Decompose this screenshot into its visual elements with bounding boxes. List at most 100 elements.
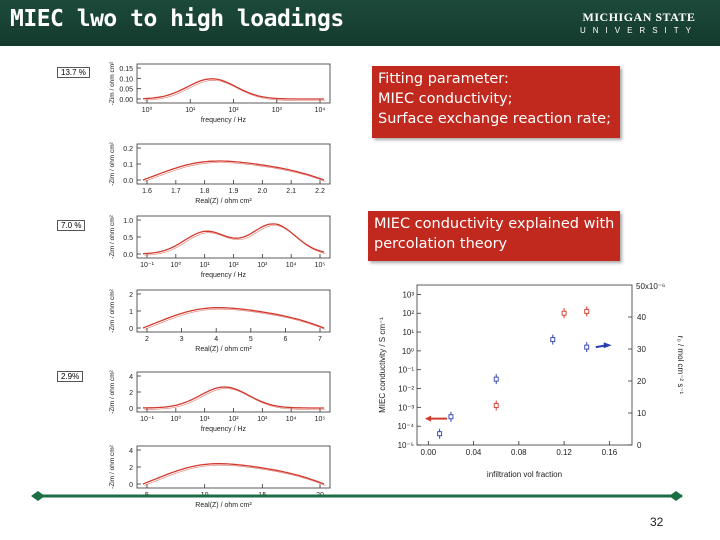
x-tick-label: 10⁻¹ [140,262,154,269]
x-tick-label: 15 [258,492,266,499]
x-axis-label: Real(Z) / ohm cm² [195,198,252,205]
impedance-subplot: 4 2 0 10⁻¹ 10⁰ 10¹ 10² 10³ 10⁴ 10⁵ frequency / Hz -… [109,369,331,433]
y-tick-label: 0.2 [123,146,133,153]
plot-frame [136,445,331,489]
y-tick-label: 2 [129,465,133,472]
y-tick-label: 0.1 [123,162,133,169]
y-tick-label: 1.0 [123,218,133,225]
impedance-curve-fit [144,162,326,182]
x-tick-label: 10² [228,416,239,423]
x-tick-label: 10³ [257,416,268,423]
x-tick-label: 10⁴ [315,107,326,114]
x-tick-label: 10⁻¹ [140,416,154,423]
x-tick-label: 2.2 [315,188,325,195]
x-axis-label: Real(Z) / ohm cm² [195,346,252,353]
y-tick-label: 2 [129,292,133,299]
plot-frame [136,143,331,185]
plot-frame [136,289,331,333]
callout-line: Fitting parameter: [378,71,509,87]
impedance-curve [143,386,324,409]
x-tick-label: 10¹ [200,416,211,423]
y-tick-label: 0.00 [119,97,133,104]
y-tick-label: 2 [129,390,133,397]
x-tick-label: 10⁰ [171,261,182,269]
x-tick-label: 10² [228,262,239,269]
impedance-curve-fit [144,225,326,256]
y-tick-label: 0.0 [123,178,133,185]
logo-line-2: UNIVERSITY [579,26,698,35]
impedance-curve-fit [144,464,326,486]
y-axis-label: -Zim / ohm cm² [109,288,116,333]
y-tick-label: 4 [129,448,133,455]
x-tick-label: 2.0 [257,188,267,195]
x-tick-label: 10⁴ [286,262,297,269]
page-number: 32 [650,515,664,529]
slide-title: MIEC lwo to high loadings [10,6,344,32]
x-tick-label: 10¹ [185,107,196,114]
x-tick-label: 1.7 [171,188,181,195]
y-tick-label: 0.5 [123,235,133,242]
impedance-curve [142,78,324,100]
impedance-subplot: 2 1 0 2 3 4 5 6 7 Real(Z) / ohm cm² -Zim / ohm cm² [109,288,331,353]
logo-line-1: MICHIGAN STATE [582,10,696,24]
y-tick-label: 1 [129,309,133,316]
impedance-subplot: 0.15 0.10 0.05 0.00 10⁰ 10¹ 10² 10³ 10⁴ frequency… [109,61,331,124]
x-axis-label: frequency / Hz [201,426,247,433]
x-tick-label: 20 [316,492,324,499]
y-axis-label: -Zim / ohm cm² [109,444,116,489]
x-tick-label: 5 [145,492,149,499]
y-axis-label: -Zim / ohm cm² [109,369,116,414]
impedance-curve [142,307,325,329]
plot-frame [136,371,331,413]
y-tick-label: 0 [129,326,133,333]
y-tick-label: 0.0 [123,252,133,259]
loading-label-low: 2.9% [57,371,84,382]
callout-line: MIEC conductivity explained with [374,216,615,232]
callout-line: percolation theory [374,236,508,252]
y-tick-label: 0.05 [119,87,133,94]
x-tick-label: 10¹ [200,262,211,269]
y-tick-label: 0.15 [119,66,133,73]
x-tick-label: 1.9 [229,188,239,195]
impedance-curve-fit [144,79,326,101]
y-tick-label: 4 [129,374,133,381]
x-tick-label: 1.6 [142,188,152,195]
y-tick-label: 0 [129,406,133,413]
x-tick-label: 4 [214,336,218,343]
y-axis-label: -Zim / ohm cm² [109,61,116,106]
x-tick-label: 10³ [272,107,283,114]
impedance-curve-fit [144,388,326,410]
callout-line: Surface exchange reaction rate; [378,111,611,127]
x-tick-label: 10⁰ [171,415,182,423]
x-tick-label: 10³ [257,262,268,269]
plot-frame [136,63,331,104]
percolation-callout: MIEC conductivity explained with percola… [368,211,620,261]
x-tick-label: 10⁵ [315,416,326,423]
impedance-curve-fit [144,308,326,330]
impedance-subplot: 0.2 0.1 0.0 1.6 1.7 1.8 1.9 2.0 2.1 2.2 Real(Z) / … [109,141,331,205]
y-tick-label: 0 [129,482,133,489]
x-tick-label: 10 [201,492,209,499]
x-axis-label: frequency / Hz [201,117,247,124]
loading-label-mid: 7.0 % [57,220,86,231]
x-tick-label: 3 [180,336,184,343]
impedance-subplot: 1.0 0.5 0.0 10⁻¹ 10⁰ 10¹ 10² 10³ 10⁴ 10⁵ frequency… [109,214,331,279]
impedance-curve [142,160,325,181]
y-axis-label: -Zim / ohm cm² [109,141,116,186]
x-tick-label: 10⁰ [142,106,153,114]
x-tick-label: 2 [145,336,149,343]
x-tick-label: 6 [283,336,287,343]
x-axis-label: frequency / Hz [201,272,247,279]
x-tick-label: 10² [228,107,239,114]
y-axis-label: -Zim / ohm cm² [109,214,116,259]
x-tick-label: 10⁴ [286,416,297,423]
callout-line: MIEC conductivity; [378,91,513,107]
x-tick-label: 5 [249,336,253,343]
y-tick-label: 0.10 [119,76,133,83]
x-axis-label: Real(Z) / ohm cm² [195,502,252,509]
loading-label-high: 13.7 % [57,67,90,78]
impedance-curve [142,463,325,485]
x-tick-label: 1.8 [200,188,210,195]
university-logo: MICHIGAN STATE UNIVERSITY [580,10,698,35]
